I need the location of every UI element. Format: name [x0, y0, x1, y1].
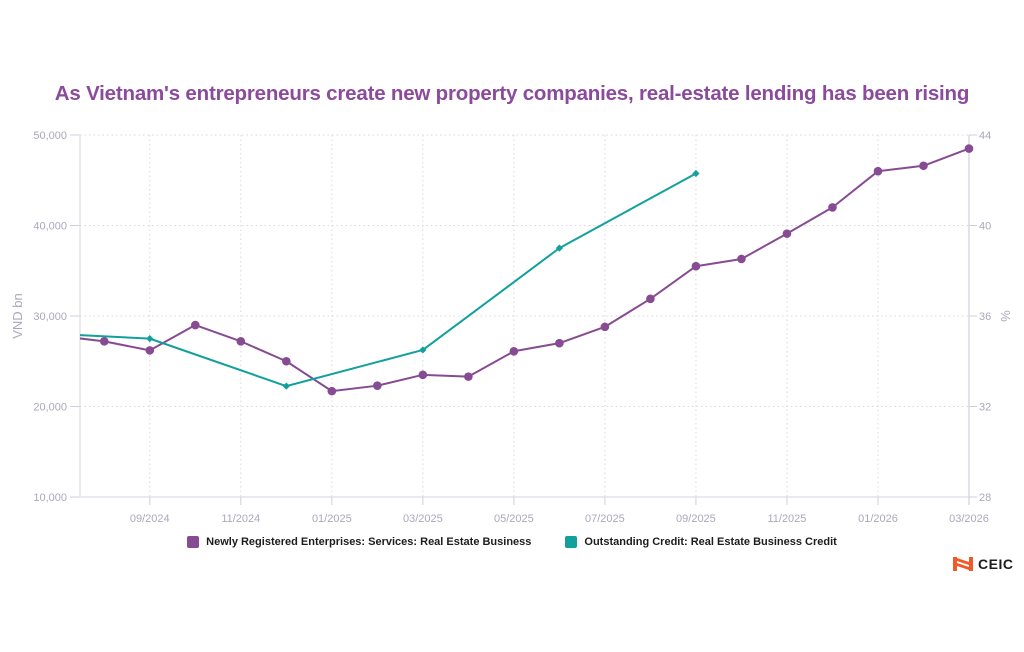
data-point-0[interactable]	[600, 322, 610, 332]
x-tick-label: 09/2024	[130, 513, 170, 525]
x-tick-label: 07/2025	[585, 513, 625, 525]
x-tick-label: 03/2026	[949, 513, 989, 525]
y-tick-label-right: 28	[979, 492, 991, 504]
x-tick-label: 05/2025	[494, 513, 534, 525]
chart-title: As Vietnam's entrepreneurs create new pr…	[54, 82, 970, 105]
data-point-0[interactable]	[509, 346, 519, 356]
data-point-0[interactable]	[418, 370, 428, 380]
y-tick-label-left: 40,000	[33, 221, 67, 233]
y-tick-label-right: 44	[979, 130, 991, 142]
data-point-0[interactable]	[919, 161, 928, 171]
data-point-0[interactable]	[327, 386, 337, 396]
data-point-0[interactable]	[145, 346, 155, 355]
ceic-logo-icon	[953, 557, 973, 571]
legend-item-enterprises[interactable]: Newly Registered Enterprises: Services: …	[187, 536, 531, 548]
y-tick-label-right: 32	[979, 402, 991, 414]
x-tick-label: 11/2024	[221, 513, 260, 525]
data-point-0[interactable]	[464, 372, 473, 381]
x-tick-label: 09/2025	[676, 513, 716, 525]
series-lines	[80, 147, 970, 393]
y-tick-label-left: 10,000	[33, 492, 67, 504]
data-point-0[interactable]	[828, 203, 837, 212]
legend-label-credit: Outstanding Credit: Real Estate Business…	[584, 536, 837, 548]
data-point-0[interactable]	[190, 320, 200, 330]
y-axis-title-left: VND bn	[10, 293, 25, 339]
y-axis-title-right: %	[998, 310, 1013, 322]
axes: 10,000 20,000 30,000 40,000 50,000 28 32 36 40 44…	[33, 130, 991, 525]
legend-swatch-enterprises	[187, 536, 200, 548]
data-point-1[interactable]	[419, 346, 427, 354]
y-tick-label-right: 40	[979, 221, 991, 233]
data-point-0[interactable]	[555, 338, 564, 348]
data-point-0[interactable]	[373, 381, 382, 390]
y-tick-label-left: 20,000	[33, 402, 67, 414]
data-point-1[interactable]	[282, 382, 290, 390]
data-point-0[interactable]	[873, 166, 883, 176]
y-tick-label-left: 30,000	[33, 311, 67, 323]
gridlines	[80, 134, 969, 497]
legend-item-credit[interactable]: Outstanding Credit: Real Estate Business…	[565, 536, 837, 548]
data-point-0[interactable]	[782, 229, 792, 238]
data-point-0[interactable]	[964, 144, 974, 153]
x-tick-label: 03/2025	[403, 513, 443, 525]
data-point-0[interactable]	[236, 337, 246, 346]
data-point-1[interactable]	[555, 244, 563, 252]
data-point-1[interactable]	[692, 169, 700, 178]
series-markers	[99, 144, 974, 396]
y-tick-label-right: 36	[979, 311, 991, 323]
legend-swatch-credit	[565, 536, 578, 548]
data-point-0[interactable]	[646, 294, 655, 304]
data-point-0[interactable]	[691, 261, 701, 271]
data-point-0[interactable]	[99, 337, 109, 346]
ceic-logo-text: CEIC	[978, 556, 1014, 572]
y-tick-label-left: 50,000	[33, 130, 67, 142]
legend: Newly Registered Enterprises: Services: …	[0, 536, 1024, 548]
series-line-1	[80, 172, 697, 388]
legend-label-enterprises: Newly Registered Enterprises: Services: …	[206, 536, 532, 548]
ceic-logo: CEIC	[953, 556, 1013, 572]
x-tick-label: 01/2025	[312, 513, 352, 525]
data-point-1[interactable]	[146, 335, 154, 343]
data-point-0[interactable]	[737, 254, 746, 264]
data-point-0[interactable]	[282, 356, 291, 366]
x-tick-label: 01/2026	[858, 513, 898, 525]
x-tick-label: 11/2025	[767, 513, 806, 525]
